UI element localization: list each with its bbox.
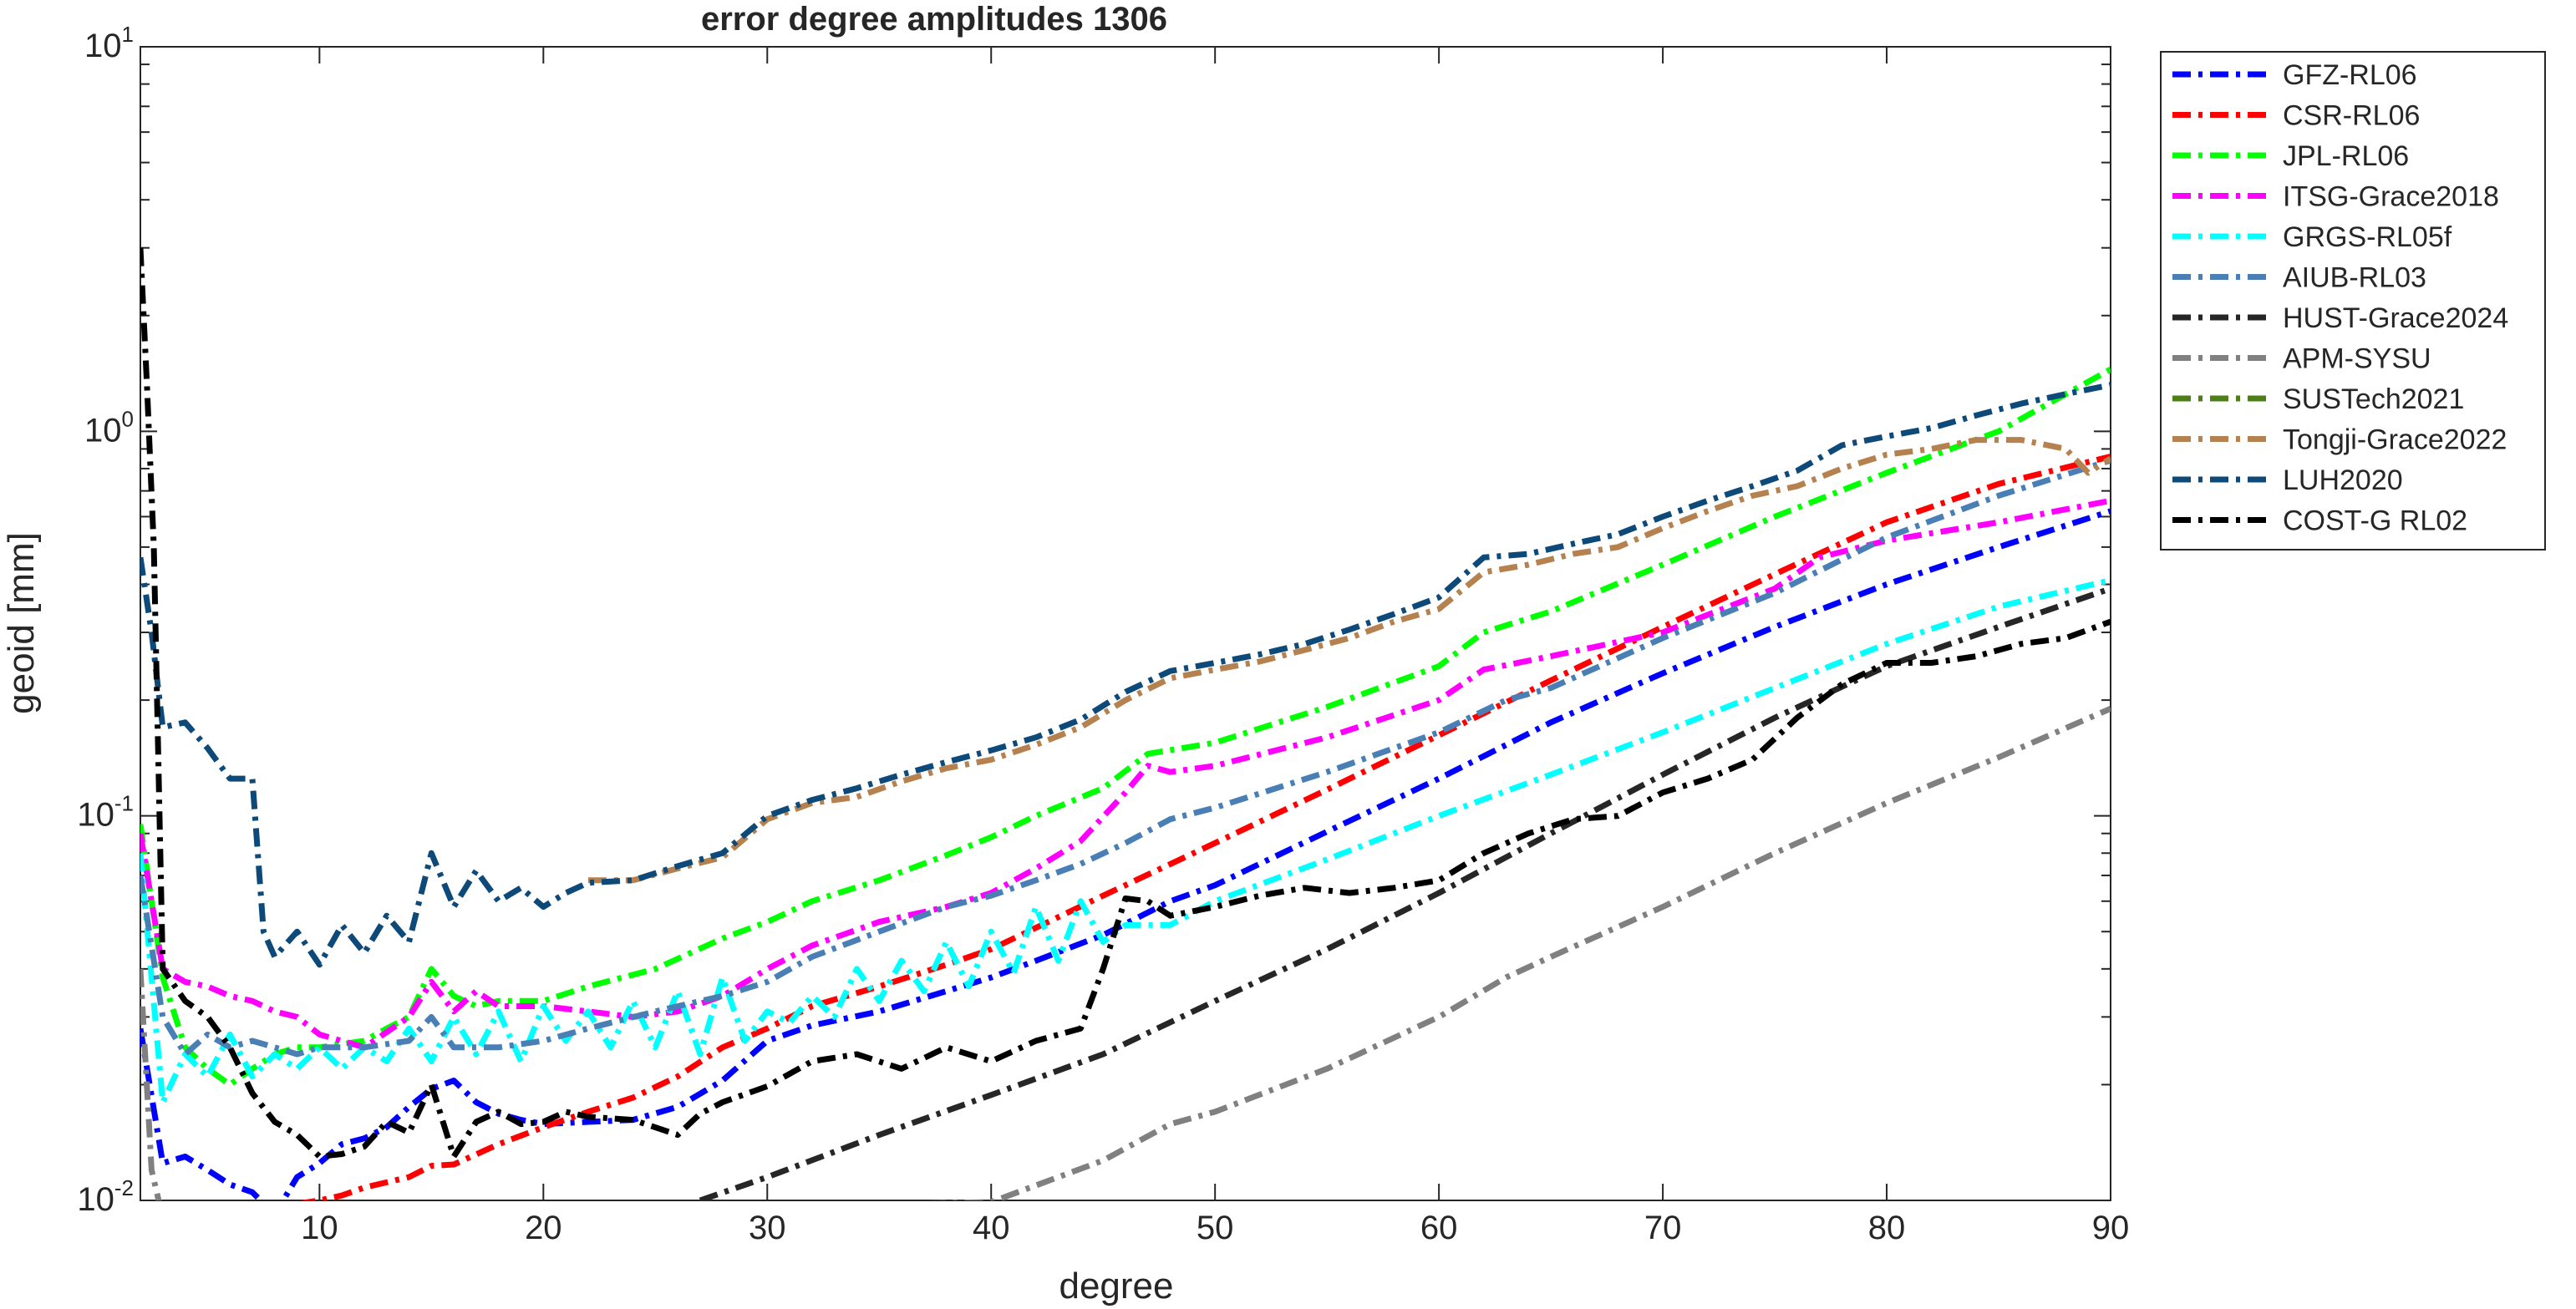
x-tick-label: 10 — [301, 1210, 338, 1246]
series-lines — [140, 247, 2111, 1200]
legend-label-apm-sysu: APM-SYSU — [2283, 343, 2431, 375]
x-tick-label: 40 — [973, 1210, 1010, 1246]
legend-label-luh2020: LUH2020 — [2283, 464, 2403, 496]
plot-area — [140, 46, 2111, 1201]
series-line-jpl-rl06 — [140, 367, 2111, 1088]
legend-label-itsg-grace2018: ITSG-Grace2018 — [2283, 181, 2499, 213]
x-tick-label: 60 — [1420, 1210, 1458, 1246]
axis-ticks — [140, 47, 2111, 1201]
legend-label-csr-rl06: CSR-RL06 — [2283, 100, 2420, 132]
series-line-tongji-grace2022 — [587, 437, 2111, 884]
x-tick-label: 90 — [2092, 1210, 2130, 1246]
legend-label-jpl-rl06: JPL-RL06 — [2283, 140, 2409, 172]
legend-label-sustech2021: SUSTech2021 — [2283, 383, 2464, 415]
series-line-cost-g-rl02 — [140, 247, 2111, 1159]
y-tick-label: 100 — [84, 406, 134, 449]
x-tick-label: 70 — [1644, 1210, 1682, 1246]
x-tick-label: 80 — [1868, 1210, 1906, 1246]
chart-title: error degree amplitudes 1306 — [701, 1, 1167, 38]
tick-labels: 10 20 30 40 50 60 70 80 90 10-2 10-1 100 101 — [77, 22, 2129, 1246]
x-axis-label: degree — [1059, 1266, 1173, 1306]
y-tick-label: 10-2 — [77, 1175, 134, 1218]
legend-label-aiub-rl03: AIUB-RL03 — [2283, 262, 2426, 294]
series-line-itsg-grace2018 — [140, 497, 2111, 1051]
y-axis-label: geoid [mm] — [1, 532, 42, 714]
legend: GFZ-RL06 CSR-RL06 JPL-RL06 ITSG-Grace2018 GR… — [2160, 51, 2546, 550]
x-tick-label: 30 — [749, 1210, 786, 1246]
y-tick-label: 10-1 — [77, 791, 134, 834]
series-line-hust-grace2024 — [699, 586, 2111, 1200]
legend-label-hust-grace2024: HUST-Grace2024 — [2283, 302, 2508, 334]
plot-frame — [140, 46, 2111, 1201]
series-line-apm-sysu — [140, 706, 2111, 1200]
y-tick-label: 101 — [84, 22, 134, 64]
series-line-aiub-rl03 — [140, 457, 2111, 1058]
series-line-gfz-rl06 — [140, 508, 2111, 1200]
legend-label-gfz-rl06: GFZ-RL06 — [2283, 59, 2417, 91]
legend-label-tongji-grace2022: Tongji-Grace2022 — [2283, 424, 2507, 456]
series-line-grgs-rl05f — [140, 577, 2111, 1105]
x-tick-label: 20 — [525, 1210, 562, 1246]
series-line-csr-rl06 — [299, 454, 2111, 1200]
legend-label-grgs-rl05f: GRGS-RL05f — [2283, 221, 2452, 253]
legend-box — [2160, 51, 2546, 550]
series-line-luh2020 — [140, 382, 2111, 968]
x-tick-label: 50 — [1197, 1210, 1234, 1246]
legend-label-cost-g-rl02: COST-G RL02 — [2283, 505, 2467, 537]
